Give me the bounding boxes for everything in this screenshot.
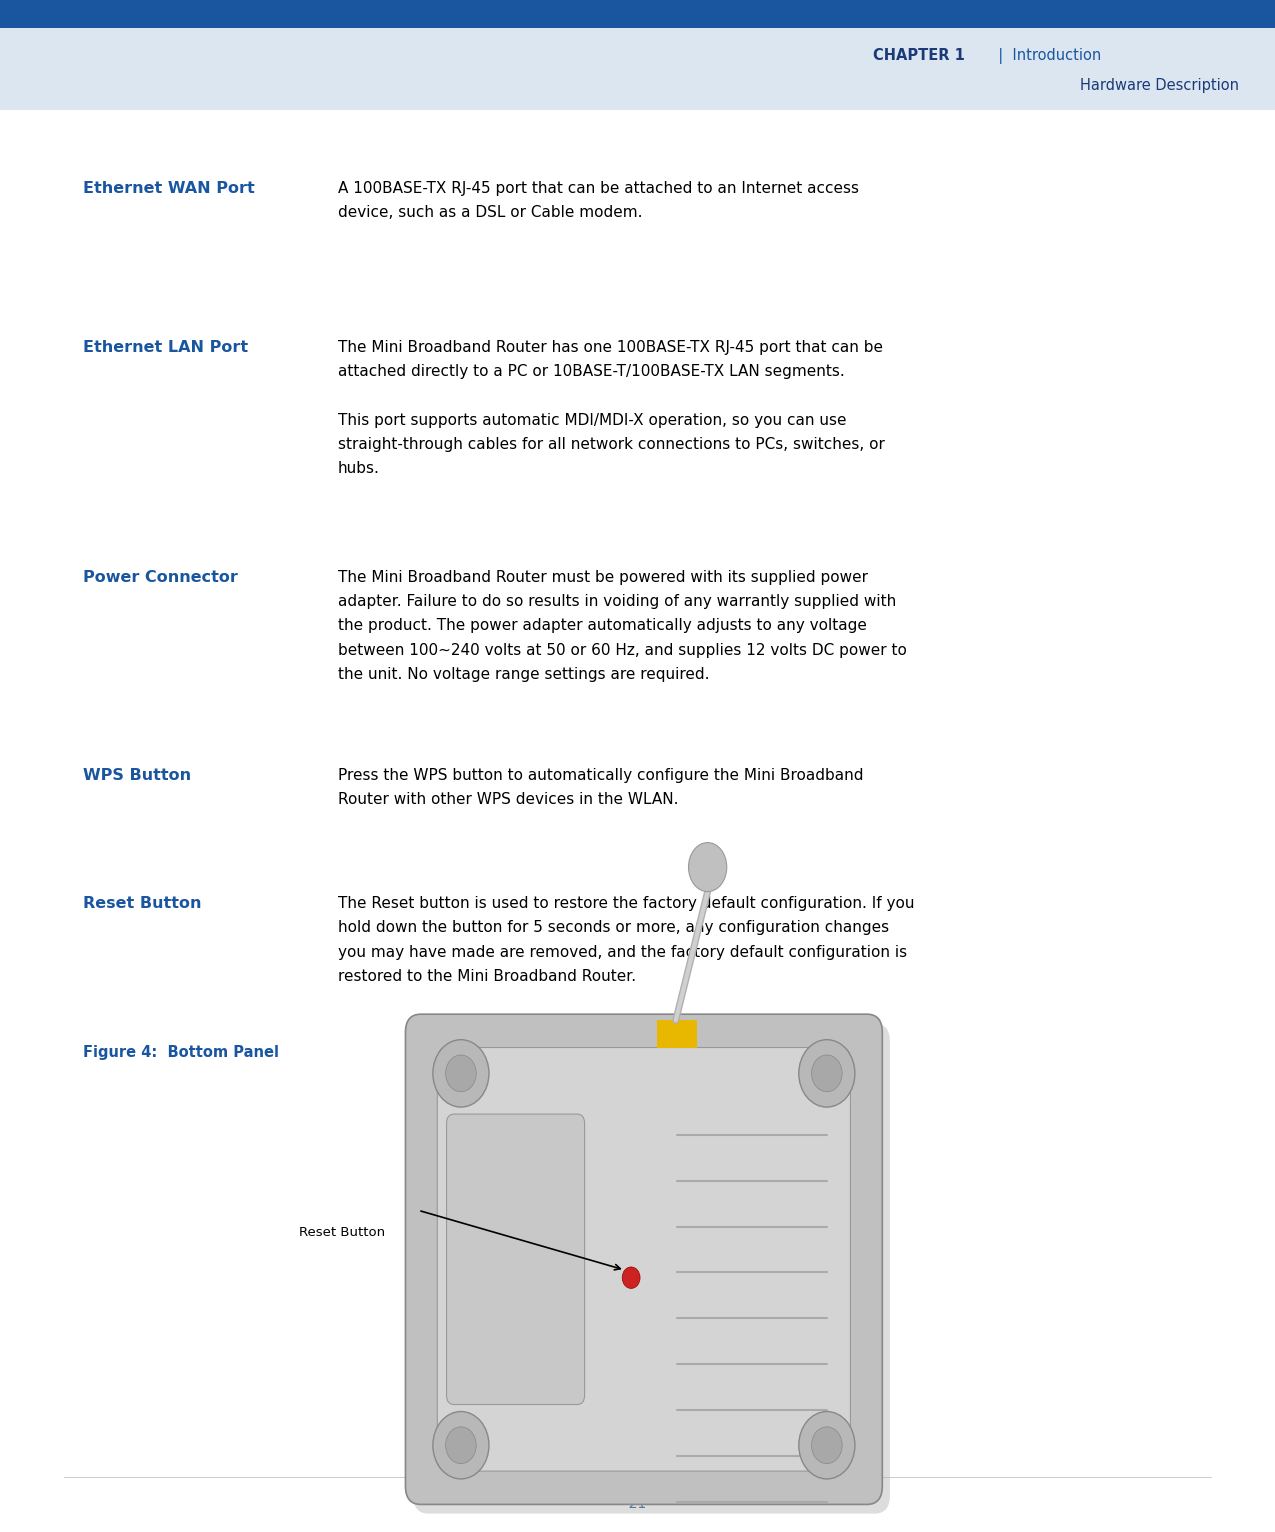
Text: hold down the button for 5 seconds or more, any configuration changes: hold down the button for 5 seconds or mo…: [338, 921, 889, 936]
Text: The Reset button is used to restore the factory default configuration. If you: The Reset button is used to restore the …: [338, 896, 914, 912]
Ellipse shape: [688, 843, 727, 892]
Text: between 100~240 volts at 50 or 60 Hz, and supplies 12 volts DC power to: between 100~240 volts at 50 or 60 Hz, an…: [338, 642, 907, 657]
FancyBboxPatch shape: [437, 1048, 850, 1471]
Text: attached directly to a PC or 10BASE-T/100BASE-TX LAN segments.: attached directly to a PC or 10BASE-T/10…: [338, 365, 844, 380]
Circle shape: [434, 1411, 490, 1478]
Circle shape: [798, 1411, 854, 1478]
Text: straight-through cables for all network connections to PCs, switches, or: straight-through cables for all network …: [338, 437, 885, 452]
Text: the unit. No voltage range settings are required.: the unit. No voltage range settings are …: [338, 666, 709, 682]
Text: Router with other WPS devices in the WLAN.: Router with other WPS devices in the WLA…: [338, 792, 678, 807]
Text: Hardware Description: Hardware Description: [1080, 78, 1239, 93]
FancyBboxPatch shape: [0, 0, 1275, 110]
Circle shape: [622, 1267, 640, 1288]
Text: Ethernet LAN Port: Ethernet LAN Port: [83, 340, 249, 355]
Text: the product. The power adapter automatically adjusts to any voltage: the product. The power adapter automatic…: [338, 619, 867, 633]
Text: A 100BASE-TX RJ-45 port that can be attached to an Internet access: A 100BASE-TX RJ-45 port that can be atta…: [338, 181, 859, 196]
Circle shape: [446, 1056, 477, 1092]
Text: Reset Button: Reset Button: [298, 1226, 385, 1238]
Text: Figure 4:  Bottom Panel: Figure 4: Bottom Panel: [83, 1045, 279, 1060]
Text: adapter. Failure to do so results in voiding of any warrantly supplied with: adapter. Failure to do so results in voi…: [338, 594, 896, 610]
Text: WPS Button: WPS Button: [83, 768, 191, 783]
Text: you may have made are removed, and the factory default configuration is: you may have made are removed, and the f…: [338, 945, 907, 959]
Text: Power Connector: Power Connector: [83, 570, 237, 585]
Circle shape: [446, 1426, 477, 1463]
Circle shape: [811, 1426, 842, 1463]
Text: CHAPTER 1: CHAPTER 1: [873, 49, 965, 63]
Text: Ethernet WAN Port: Ethernet WAN Port: [83, 181, 255, 196]
Text: restored to the Mini Broadband Router.: restored to the Mini Broadband Router.: [338, 968, 636, 984]
Text: hubs.: hubs.: [338, 461, 380, 476]
FancyBboxPatch shape: [405, 1014, 882, 1504]
Circle shape: [434, 1040, 490, 1108]
FancyBboxPatch shape: [0, 0, 1275, 28]
Bar: [657, 1020, 697, 1048]
Text: This port supports automatic MDI/MDI-X operation, so you can use: This port supports automatic MDI/MDI-X o…: [338, 412, 847, 427]
Text: |  Introduction: | Introduction: [989, 47, 1102, 64]
Text: Press the WPS button to automatically configure the Mini Broadband: Press the WPS button to automatically co…: [338, 768, 863, 783]
Circle shape: [811, 1056, 842, 1092]
Text: Reset Button: Reset Button: [83, 896, 201, 912]
FancyBboxPatch shape: [413, 1023, 890, 1514]
Circle shape: [798, 1040, 854, 1108]
Text: The Mini Broadband Router has one 100BASE-TX RJ-45 port that can be: The Mini Broadband Router has one 100BAS…: [338, 340, 882, 355]
Text: The Mini Broadband Router must be powered with its supplied power: The Mini Broadband Router must be powere…: [338, 570, 868, 585]
FancyBboxPatch shape: [446, 1114, 584, 1405]
Text: –  21  –: – 21 –: [613, 1497, 662, 1512]
Text: device, such as a DSL or Cable modem.: device, such as a DSL or Cable modem.: [338, 205, 643, 221]
